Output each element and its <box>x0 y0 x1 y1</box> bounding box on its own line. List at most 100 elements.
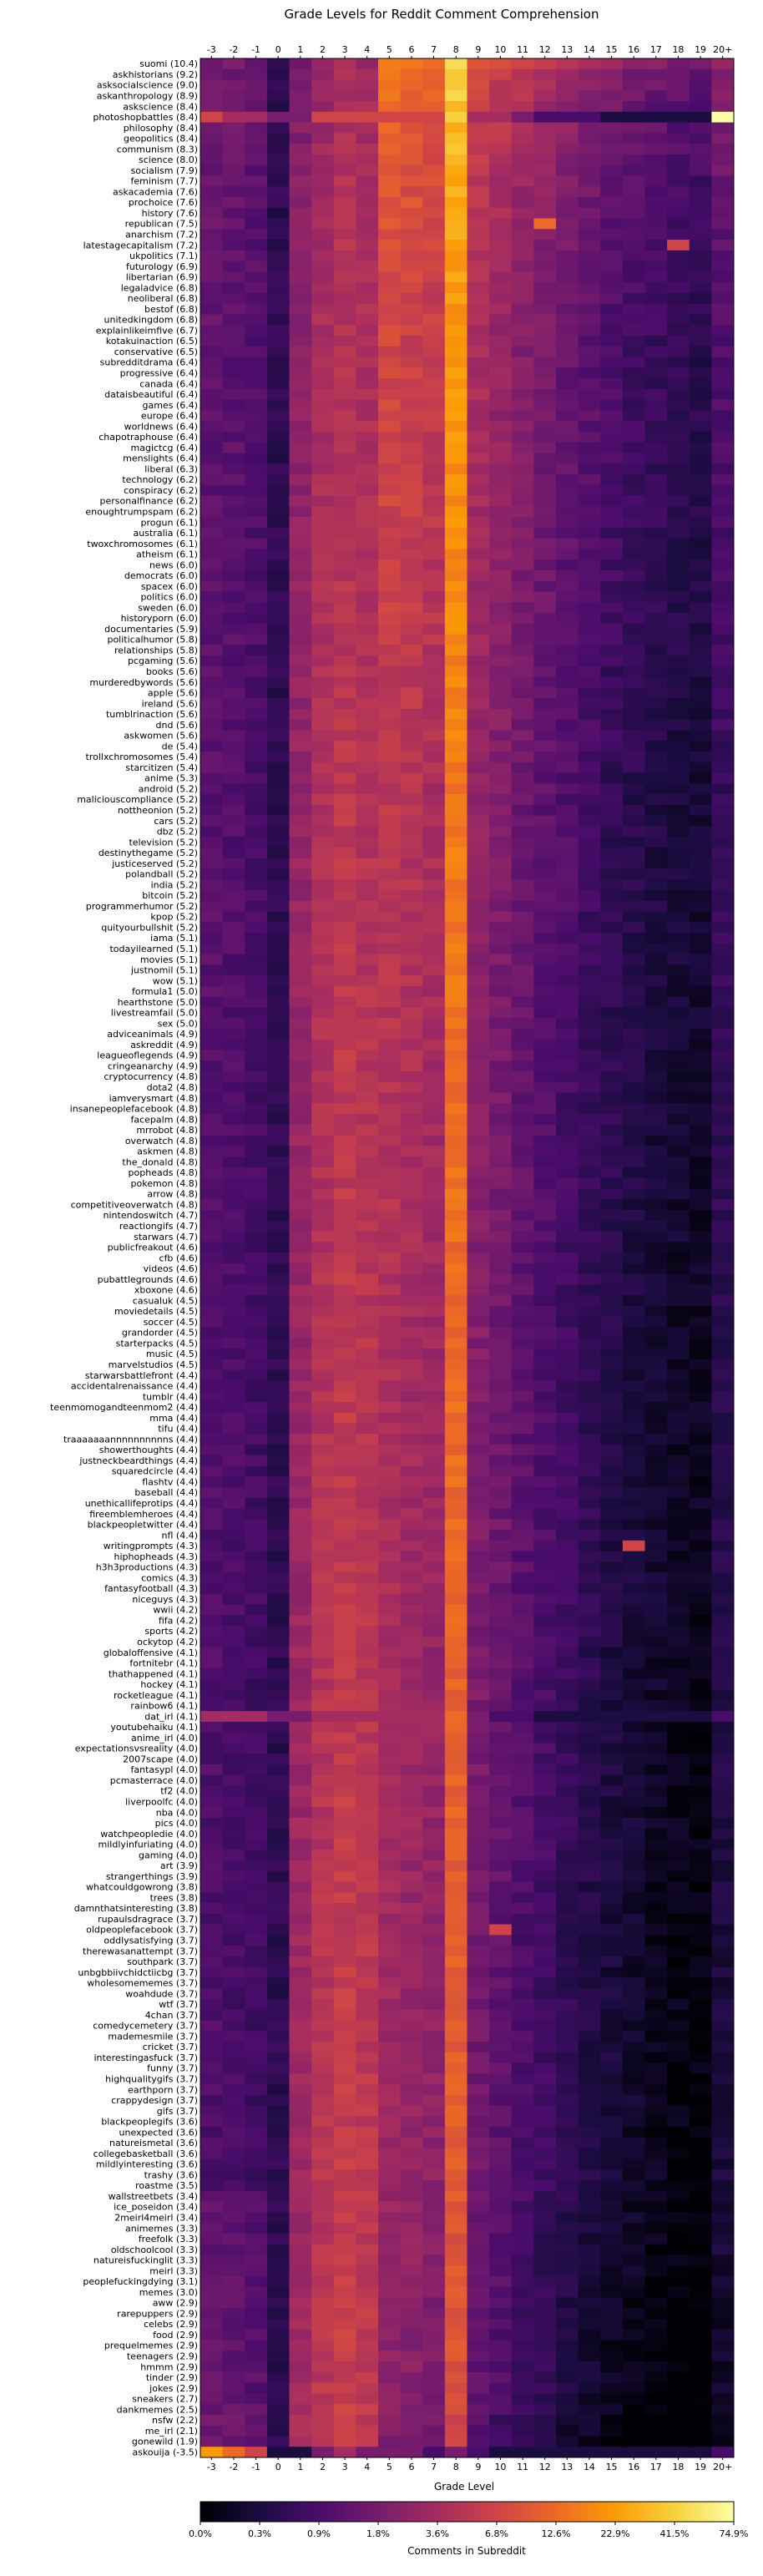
heatmap-cell <box>333 1295 356 1307</box>
heatmap-cell <box>511 975 534 987</box>
heatmap-cell <box>245 2020 268 2032</box>
heatmap-cell <box>489 1743 513 1754</box>
heatmap-cell <box>378 1253 402 1264</box>
heatmap-cell <box>356 1103 379 1115</box>
heatmap-cell <box>378 229 402 240</box>
heatmap-cell <box>378 900 402 912</box>
heatmap-cell <box>444 410 467 422</box>
heatmap-cell <box>245 1764 268 1776</box>
heatmap-cell <box>578 730 601 741</box>
heatmap-cell <box>200 996 224 1008</box>
heatmap-cell <box>245 1263 268 1275</box>
heatmap-cell <box>511 847 534 859</box>
heatmap-cell <box>333 858 356 869</box>
heatmap-cell <box>356 1081 379 1093</box>
heatmap-cell <box>378 538 402 549</box>
heatmap-cell <box>200 186 224 198</box>
heatmap-cell <box>356 1935 379 1946</box>
heatmap-cell <box>644 1615 668 1627</box>
heatmap-cell <box>689 741 712 752</box>
heatmap-cell <box>644 1540 668 1552</box>
heatmap-cell <box>511 1988 534 2000</box>
heatmap-cell <box>222 506 245 518</box>
heatmap-cell <box>667 1615 690 1627</box>
heatmap-cell <box>444 794 467 806</box>
heatmap-cell <box>600 68 624 80</box>
heatmap-cell <box>378 431 402 443</box>
heatmap-cell <box>444 762 467 773</box>
heatmap-cell <box>689 698 712 710</box>
heatmap-cell <box>444 1881 467 1893</box>
heatmap-cell <box>622 1497 645 1509</box>
heatmap-cell <box>289 1401 312 1414</box>
heatmap-cell <box>489 772 513 784</box>
heatmap-cell <box>311 645 335 656</box>
heatmap-cell <box>222 175 245 187</box>
heatmap-cell <box>266 2244 290 2255</box>
heatmap-cell <box>511 1007 534 1019</box>
heatmap-cell <box>289 1678 312 1691</box>
heatmap-cell <box>200 421 224 433</box>
heatmap-cell <box>289 943 312 954</box>
heatmap-cell <box>378 175 402 187</box>
heatmap-cell <box>511 410 534 422</box>
heatmap-cell <box>489 1700 513 1712</box>
heatmap-cell <box>533 1689 557 1701</box>
heatmap-cell <box>511 2084 534 2096</box>
heatmap-cell <box>356 1295 379 1307</box>
heatmap-cell <box>578 1530 601 1541</box>
heatmap-cell <box>667 1956 690 1968</box>
heatmap-cell <box>533 2201 557 2213</box>
heatmap-cell <box>467 1231 490 1242</box>
heatmap-cell <box>400 335 423 347</box>
heatmap-cell <box>644 1146 668 1157</box>
heatmap-cell <box>644 1764 668 1776</box>
heatmap-cell <box>266 687 290 699</box>
heatmap-cell <box>511 1561 534 1573</box>
heatmap-cell <box>689 1988 712 2000</box>
heatmap-cell <box>422 1284 446 1296</box>
heatmap-cell <box>578 1754 601 1765</box>
heatmap-cell <box>378 1050 402 1061</box>
heatmap-cell <box>489 655 513 667</box>
heatmap-cell <box>578 1796 601 1808</box>
heatmap-cell <box>333 1615 356 1627</box>
heatmap-cell <box>556 1349 579 1360</box>
heatmap-cell <box>578 2073 601 2085</box>
heatmap-cell <box>400 314 423 326</box>
heatmap-cell <box>578 271 601 283</box>
heatmap-cell <box>422 538 446 549</box>
heatmap-cell <box>644 2127 668 2138</box>
heatmap-cell <box>422 1369 446 1381</box>
heatmap-cell <box>200 762 224 773</box>
heatmap-cell <box>422 645 446 656</box>
heatmap-cell <box>266 964 290 976</box>
heatmap-cell <box>311 2201 335 2213</box>
x-tick-label: 4 <box>364 44 370 55</box>
heatmap-cell <box>289 271 312 283</box>
heatmap-cell <box>622 90 645 102</box>
heatmap-cell <box>511 676 534 688</box>
heatmap-cell <box>622 2062 645 2074</box>
heatmap-cell <box>533 399 557 411</box>
heatmap-cell <box>222 1327 245 1339</box>
heatmap-cell <box>356 847 379 859</box>
heatmap-cell <box>689 676 712 688</box>
heatmap-cell <box>667 1700 690 1712</box>
heatmap-cell <box>311 2148 335 2159</box>
heatmap-cell <box>289 730 312 741</box>
heatmap-cell <box>667 1455 690 1466</box>
heatmap-cell <box>622 292 645 305</box>
heatmap-cell <box>667 2244 690 2255</box>
heatmap-cell <box>333 1199 356 1211</box>
heatmap-cell <box>266 837 290 848</box>
heatmap-cell <box>378 1998 402 2011</box>
heatmap-cell <box>644 1572 668 1584</box>
heatmap-cell <box>400 858 423 869</box>
heatmap-cell <box>556 2105 579 2117</box>
heatmap-cell <box>511 1913 534 1925</box>
heatmap-cell <box>311 943 335 954</box>
heatmap-cell <box>556 1593 579 1605</box>
heatmap-cell <box>556 612 579 625</box>
heatmap-cell <box>467 357 490 368</box>
